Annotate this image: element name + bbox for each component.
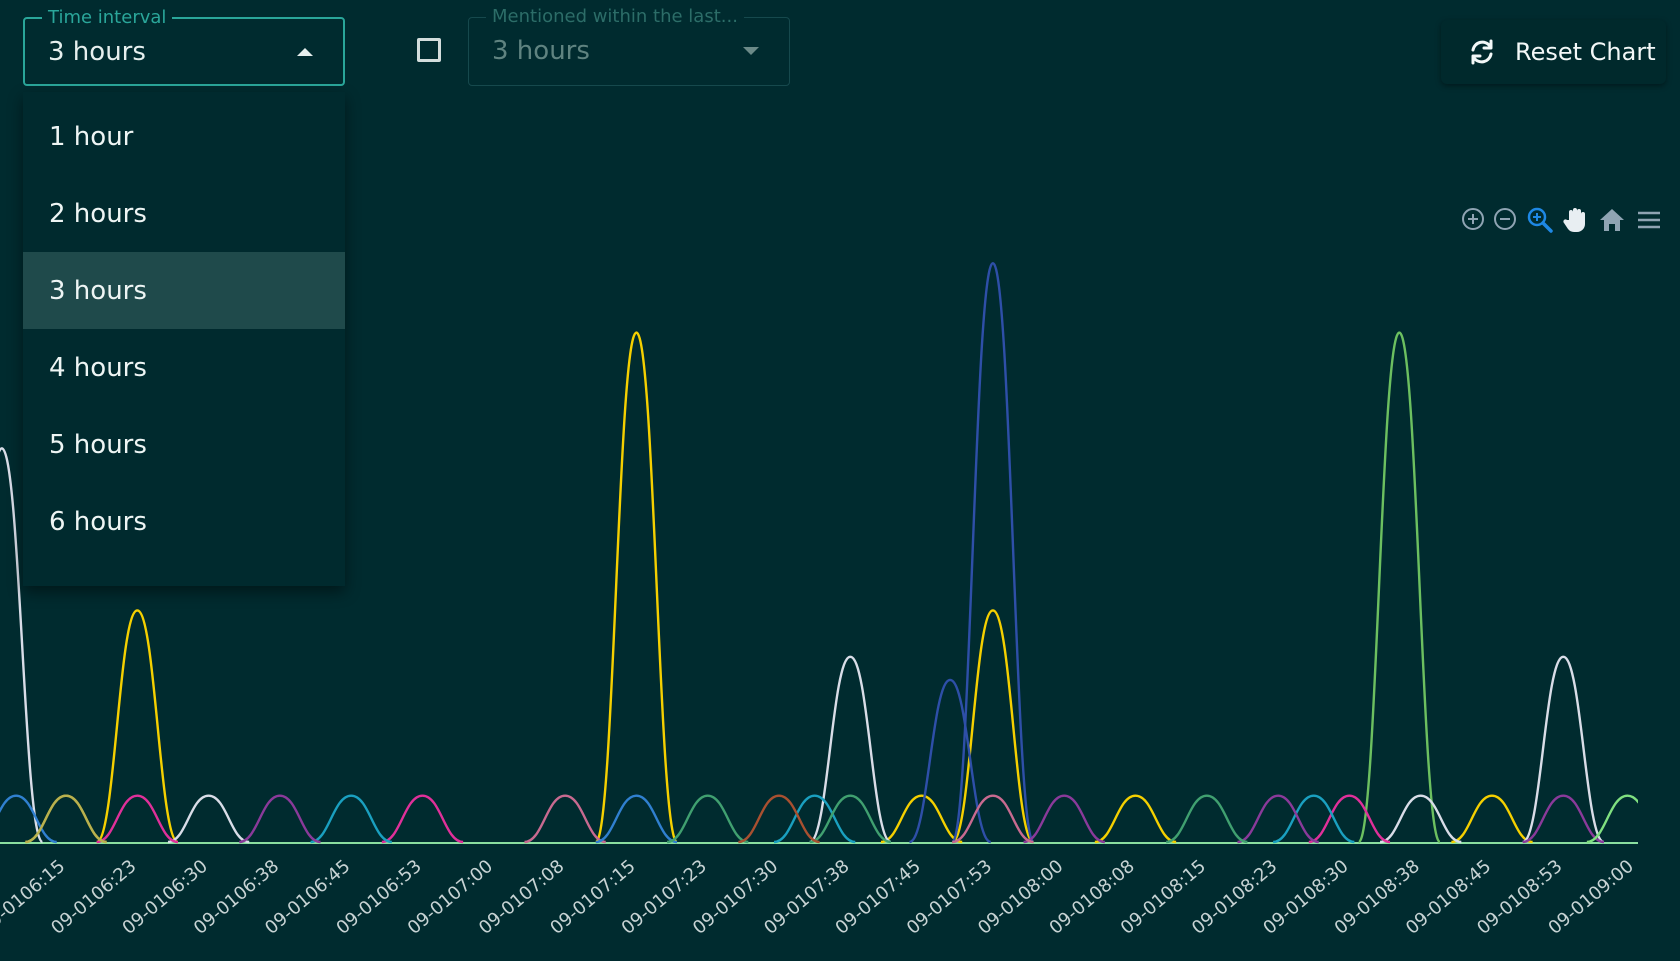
series-7-peak[interactable]: [952, 794, 1034, 844]
zoom-in-icon[interactable]: [1460, 206, 1486, 232]
menu-option[interactable]: 5 hours: [49, 429, 147, 460]
mentioned-within-value: 3 hours: [492, 36, 590, 66]
menu-option[interactable]: 1 hour: [49, 121, 134, 152]
series-0-peak[interactable]: [951, 609, 1035, 844]
series-4-peak[interactable]: [96, 794, 179, 844]
chevron-up-icon: [297, 48, 313, 56]
series-10-peak[interactable]: [738, 794, 820, 844]
menu-option[interactable]: 6 hours: [49, 506, 147, 537]
series-1-peak[interactable]: [951, 261, 1035, 844]
series-0-peak[interactable]: [594, 331, 679, 844]
series-9-peak[interactable]: [666, 794, 749, 844]
series-8-peak[interactable]: [595, 794, 678, 844]
series-5-peak[interactable]: [773, 794, 856, 844]
mentioned-filter-checkbox[interactable]: [417, 38, 441, 62]
series-3-peak[interactable]: [1522, 655, 1605, 844]
zoom-out-icon[interactable]: [1492, 206, 1518, 232]
series-0-peak[interactable]: [1094, 794, 1177, 844]
series-4-peak[interactable]: [1308, 794, 1391, 844]
pan-hand-icon[interactable]: [1561, 206, 1589, 234]
menu-option[interactable]: 4 hours: [49, 352, 147, 383]
series-5-peak[interactable]: [1272, 794, 1355, 844]
series-3-peak[interactable]: [0, 447, 44, 844]
series-0-peak[interactable]: [880, 794, 963, 844]
refresh-icon: [1471, 39, 1493, 65]
menu-icon[interactable]: [1635, 206, 1663, 234]
series-2-peak[interactable]: [1357, 331, 1442, 844]
series-6-peak[interactable]: [1023, 794, 1106, 844]
reset-chart-button[interactable]: Reset Chart: [1441, 20, 1666, 84]
series-0-peak[interactable]: [95, 609, 179, 844]
series-9-peak[interactable]: [809, 794, 892, 844]
time-interval-label: Time interval: [42, 7, 173, 29]
series-11-peak[interactable]: [25, 794, 107, 844]
time-interval-menu: 1 hour 2 hours 3 hours 4 hours 5 hours 6 hour…: [23, 92, 345, 586]
home-icon[interactable]: [1598, 206, 1626, 234]
selection-zoom-icon[interactable]: [1526, 206, 1554, 234]
series-12-peak[interactable]: [1586, 794, 1668, 844]
menu-option[interactable]: 2 hours: [49, 198, 147, 229]
series-4-peak[interactable]: [381, 794, 464, 844]
series-9-peak[interactable]: [1165, 794, 1248, 844]
series-1-peak[interactable]: [908, 678, 992, 844]
series-6-peak[interactable]: [1522, 794, 1605, 844]
time-interval-value: 3 hours: [48, 37, 146, 67]
series-3-peak[interactable]: [167, 794, 250, 844]
series-8-peak[interactable]: [0, 794, 57, 844]
series-3-peak[interactable]: [1379, 794, 1462, 844]
reset-chart-label: Reset Chart: [1515, 38, 1656, 66]
chevron-down-icon: [743, 47, 759, 55]
series-6-peak[interactable]: [1237, 794, 1319, 844]
series-0-peak[interactable]: [1451, 794, 1533, 844]
series-6-peak[interactable]: [239, 794, 321, 844]
series-3-peak[interactable]: [809, 655, 892, 844]
series-7-peak[interactable]: [524, 794, 606, 844]
mentioned-within-label: Mentioned within the last...: [486, 6, 744, 28]
time-interval-select[interactable]: Time interval 3 hours: [23, 7, 345, 86]
series-5-peak[interactable]: [310, 794, 393, 844]
mentioned-within-select[interactable]: Mentioned within the last... 3 hours: [468, 6, 790, 86]
menu-option[interactable]: 3 hours: [23, 252, 345, 329]
